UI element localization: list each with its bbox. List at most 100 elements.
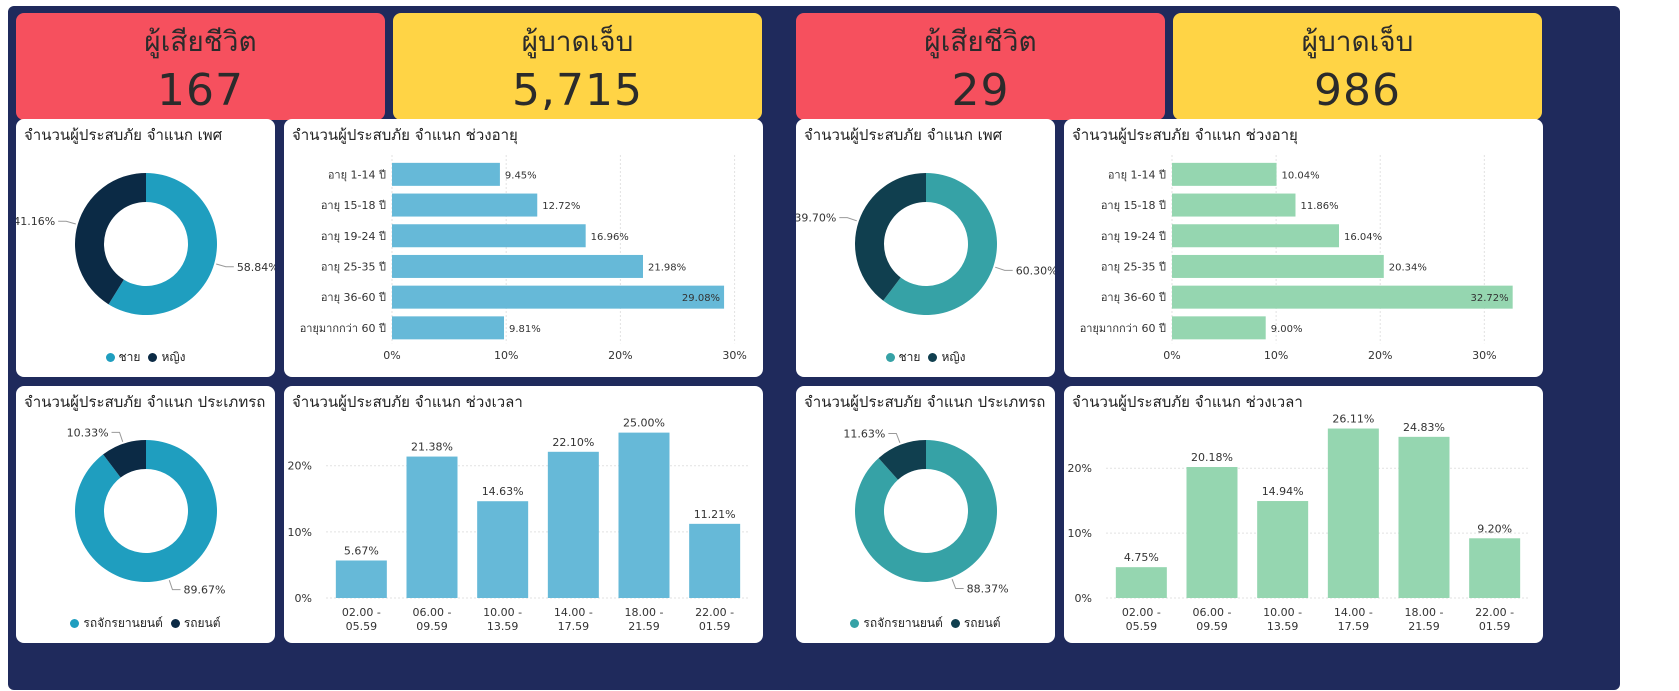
data-label: 16.96% (591, 232, 629, 243)
deaths-label: ผู้เสียชีวิต (144, 25, 257, 58)
data-label: 14.94% (1262, 485, 1304, 498)
vehicle-donut-card: จำนวนผู้ประสบภัย จำแนก ประเภทรถ 89.67% 10… (16, 386, 275, 643)
bar[interactable] (477, 501, 529, 598)
category-label: อายุ 19-24 ปี (321, 230, 386, 243)
bar[interactable] (392, 162, 500, 186)
leader-line (951, 579, 964, 590)
legend-item[interactable]: รถจักรยานยนต์ (70, 616, 163, 630)
category-label: 17.59 (558, 620, 590, 633)
category-label: 13.59 (487, 620, 519, 633)
category-label: 22.00 - (1475, 606, 1514, 619)
legend-dot (885, 353, 895, 362)
dashboard-panel-left: ผู้เสียชีวิต 167 ผู้บาดเจ็บ 5,715 จำนวนผ… (8, 6, 840, 690)
slice-label: 89.67% (183, 584, 225, 597)
legend-item[interactable]: รถยนต์ (170, 616, 221, 630)
leader-line (839, 217, 857, 222)
category-label: อายุมากกว่า 60 ปี (300, 322, 386, 335)
horizontal-bar-chart: 0% 10% 20% 30% อายุ 1-14 ปี 9.45% อายุ 15-18 ป… (300, 155, 747, 362)
bar[interactable] (335, 560, 387, 598)
bar[interactable] (392, 254, 643, 278)
category-label: 21.59 (1408, 620, 1440, 633)
legend-item[interactable]: ชาย (105, 350, 140, 364)
slice-label: 10.33% (67, 426, 109, 439)
bar[interactable] (618, 432, 670, 598)
slice-label: 39.70% (796, 212, 836, 225)
vehicle-donut-card: จำนวนผู้ประสบภัย จำแนก ประเภทรถ 88.37% 11… (796, 386, 1055, 643)
deaths-value: 167 (157, 65, 244, 116)
bar[interactable] (392, 224, 586, 248)
bar[interactable] (1327, 428, 1379, 598)
legend-label: รถยนต์ (963, 616, 1001, 630)
bar[interactable] (689, 523, 741, 598)
leader-line (58, 220, 76, 225)
donut-slice-1[interactable] (883, 173, 997, 315)
donut-slice-2[interactable] (75, 173, 146, 305)
category-label: 01.59 (1479, 620, 1511, 633)
y-tick-label: 20% (288, 460, 312, 473)
data-label: 21.38% (411, 441, 453, 454)
legend-dot (928, 353, 938, 362)
injuries-card: ผู้บาดเจ็บ 986 (1173, 13, 1542, 120)
bar[interactable] (1172, 162, 1277, 186)
data-label: 24.83% (1403, 421, 1445, 434)
legend-dot (950, 619, 960, 628)
donut-chart: 88.37% 11.63% (843, 427, 1008, 595)
legend-label: หญิง (941, 350, 966, 364)
legend-label: ชาย (898, 350, 921, 364)
bar[interactable] (1186, 467, 1238, 598)
leader-line (111, 431, 124, 442)
legend-item[interactable]: รถจักรยานยนต์ (850, 616, 943, 630)
donut-slice-2[interactable] (855, 173, 926, 301)
donut-slice-2[interactable] (878, 440, 926, 480)
chart-title: จำนวนผู้ประสบภัย จำแนก ช่วงอายุ (292, 126, 518, 144)
category-label: อายุ 15-18 ปี (321, 199, 386, 212)
legend-item[interactable]: ชาย (885, 350, 921, 364)
data-label: 16.04% (1344, 232, 1382, 243)
donut-slice-2[interactable] (103, 440, 146, 478)
slice-label: 58.84% (237, 261, 275, 274)
bar[interactable] (1172, 193, 1296, 217)
data-label: 11.21% (694, 508, 736, 521)
time-bar-card: จำนวนผู้ประสบภัย จำแนก ช่วงเวลา 0% 10% 20%… (1064, 386, 1543, 643)
category-label: อายุ 25-35 ปี (321, 260, 386, 273)
bar[interactable] (1469, 538, 1521, 598)
bar[interactable] (1172, 224, 1340, 248)
category-label: 05.59 (346, 620, 378, 633)
category-label: 05.59 (1126, 620, 1158, 633)
bar[interactable] (392, 285, 725, 309)
legend-item[interactable]: หญิง (148, 350, 185, 364)
leader-line (995, 266, 1013, 271)
chart-legend: ชาย หญิง (796, 348, 1055, 367)
injuries-card: ผู้บาดเจ็บ 5,715 (393, 13, 762, 120)
data-label: 22.10% (552, 436, 594, 449)
data-label: 9.45% (505, 170, 537, 181)
bar[interactable] (392, 193, 538, 217)
bar[interactable] (1172, 316, 1266, 340)
category-label: 14.00 - (554, 606, 593, 619)
x-tick-label: 30% (1472, 349, 1496, 362)
bar[interactable] (1257, 501, 1309, 598)
x-tick-label: 30% (722, 349, 746, 362)
data-label: 9.20% (1477, 522, 1512, 535)
category-label: 02.00 - (1122, 606, 1161, 619)
bar[interactable] (1398, 436, 1450, 598)
donut-slice-1[interactable] (108, 173, 218, 315)
bar[interactable] (406, 456, 458, 598)
bar[interactable] (1172, 285, 1513, 309)
category-label: 17.59 (1338, 620, 1370, 633)
donut-slice-1[interactable] (855, 440, 997, 582)
bar[interactable] (547, 451, 599, 598)
x-tick-label: 20% (608, 349, 632, 362)
legend-dot (850, 619, 860, 628)
injuries-label: ผู้บาดเจ็บ (1301, 25, 1414, 58)
vertical-bar-chart: 0% 10% 20% 5.67% 02.00 -05.59 21.38% 06.00 -09… (288, 417, 750, 633)
bar[interactable] (1115, 567, 1167, 598)
legend-label: รถจักรยานยนต์ (83, 616, 163, 630)
legend-item[interactable]: หญิง (928, 350, 965, 364)
chart-title: จำนวนผู้ประสบภัย จำแนก ช่วงเวลา (1072, 393, 1303, 411)
bar[interactable] (1172, 254, 1384, 278)
donut-slice-1[interactable] (75, 440, 217, 582)
bar[interactable] (392, 316, 505, 340)
legend-item[interactable]: รถยนต์ (950, 616, 1001, 630)
category-label: 06.00 - (413, 606, 452, 619)
